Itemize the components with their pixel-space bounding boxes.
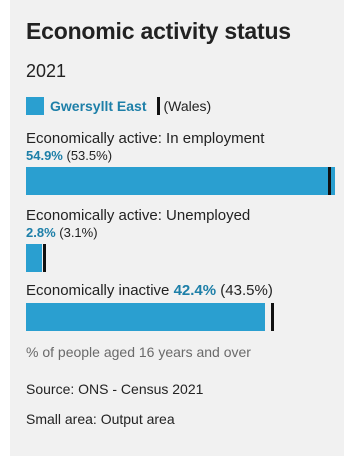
bar-track bbox=[26, 167, 336, 195]
comparison-marker-unemployed bbox=[43, 244, 46, 272]
bar-row-inactive: Economically inactive 42.4% (43.5%) bbox=[26, 282, 336, 331]
legend: Gwersyllt East (Wales) bbox=[26, 97, 211, 115]
bar-values: 54.9% (53.5%) bbox=[26, 148, 336, 164]
bar-label: Economically active: Unemployed bbox=[26, 207, 251, 224]
bar-row-in-employment: Economically active: In employment 54.9%… bbox=[26, 130, 336, 195]
bar-value-label: 2.8% bbox=[26, 225, 56, 240]
bar-comparison-label: (3.1%) bbox=[59, 225, 98, 240]
bar-value-label: 54.9% bbox=[26, 148, 63, 163]
bar-label: Economically inactive bbox=[26, 282, 170, 299]
bar-values: 2.8% (3.1%) bbox=[26, 225, 336, 241]
legend-comparison-marker bbox=[156, 97, 160, 115]
bar-comparison-label: (43.5%) bbox=[220, 282, 273, 299]
source-text: Source: ONS - Census 2021 bbox=[26, 381, 204, 397]
bar-label: Economically active: In employment bbox=[26, 130, 265, 147]
bar-label-line: Economically inactive 42.4% (43.5%) bbox=[26, 282, 336, 300]
legend-area-swatch bbox=[26, 97, 44, 115]
bar-comparison-label: (53.5%) bbox=[66, 148, 113, 163]
bar-fill-in-employment bbox=[26, 167, 335, 195]
legend-comparison-label: (Wales) bbox=[163, 98, 212, 114]
bar-track bbox=[26, 303, 336, 331]
bar-track bbox=[26, 244, 336, 272]
bar-fill-inactive bbox=[26, 303, 265, 331]
bar-row-unemployed: Economically active: Unemployed 2.8% (3.… bbox=[26, 207, 336, 272]
legend-area-label: Gwersyllt East bbox=[50, 98, 147, 114]
comparison-marker-inactive bbox=[271, 303, 274, 331]
population-note: % of people aged 16 years and over bbox=[26, 344, 251, 360]
bar-value-label: 42.4% bbox=[173, 282, 217, 299]
chart-card: Economic activity status 2021 Gwersyllt … bbox=[10, 0, 344, 456]
bar-fill-unemployed bbox=[26, 244, 42, 272]
small-area-text: Small area: Output area bbox=[26, 411, 175, 427]
comparison-marker-in-employment bbox=[328, 167, 331, 195]
chart-title: Economic activity status bbox=[26, 18, 291, 44]
chart-year: 2021 bbox=[26, 61, 67, 81]
